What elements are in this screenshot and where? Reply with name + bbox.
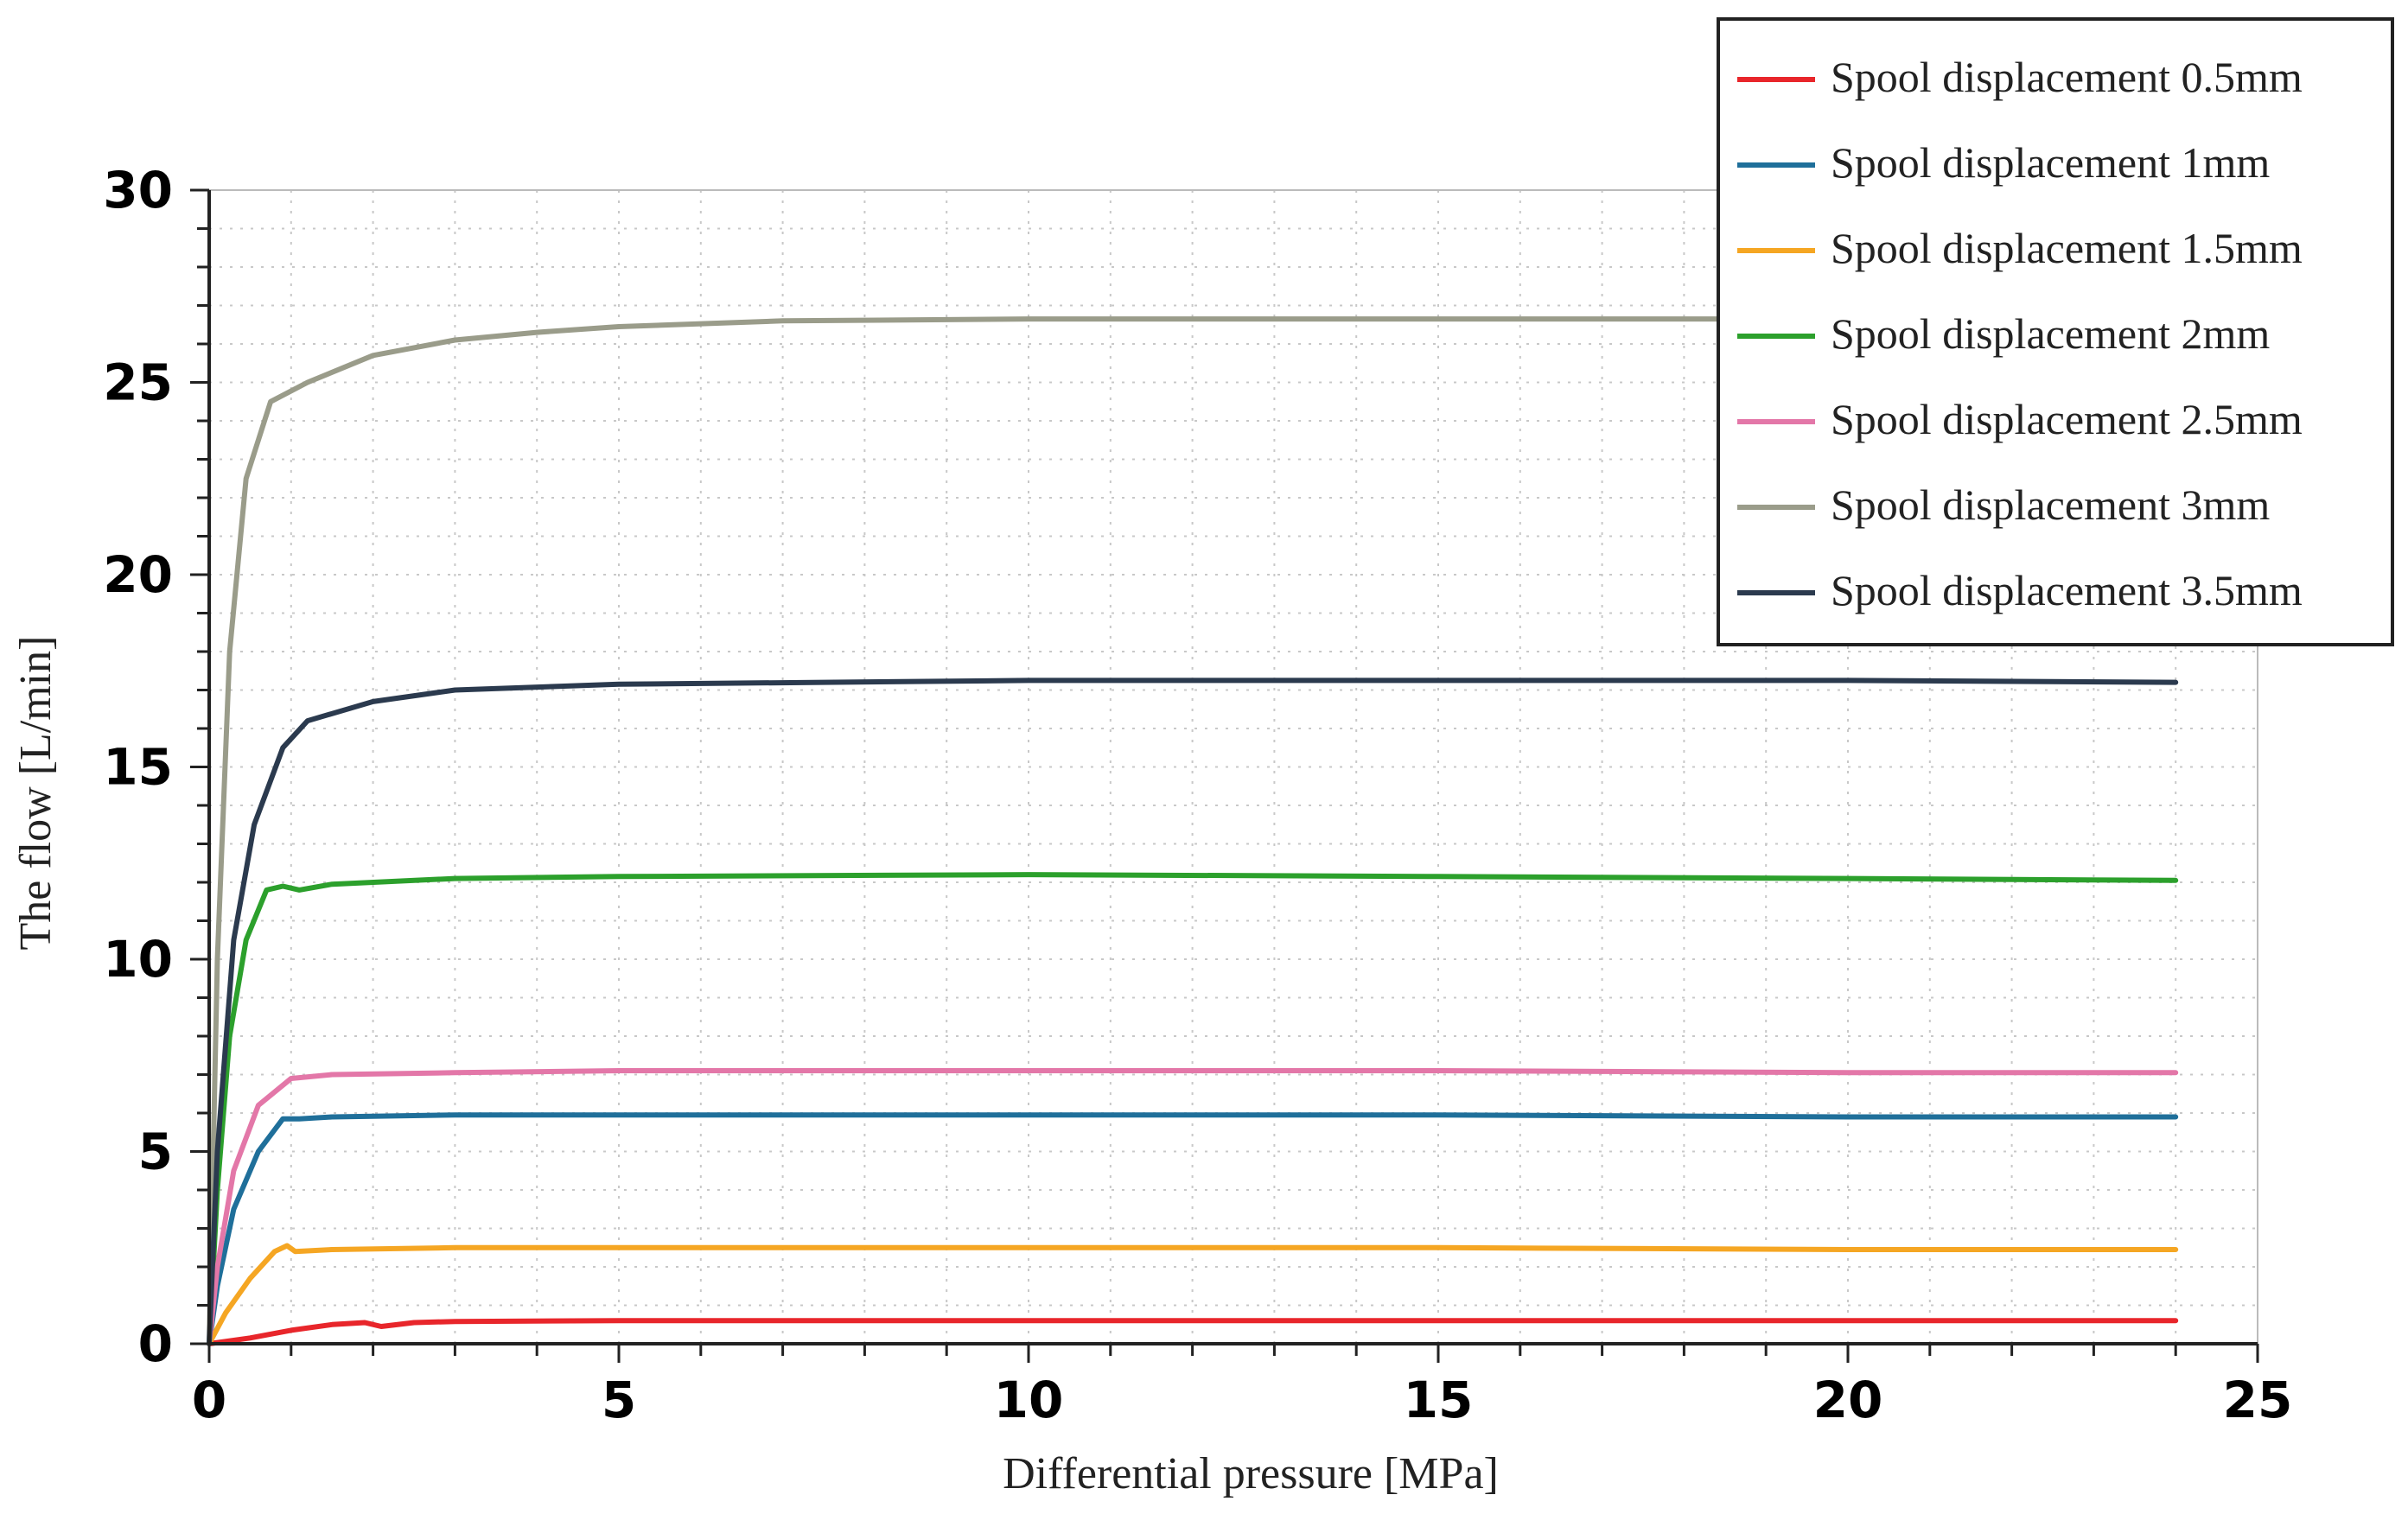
series-line-2 [207, 1112, 2179, 1346]
y-tick-label: 5 [138, 1123, 173, 1181]
x-tick-label: 0 [192, 1371, 226, 1429]
legend-label: Spool displacement 2.5mm [1831, 395, 2303, 443]
y-tick-label: 20 [103, 545, 173, 604]
x-tick-label: 10 [994, 1371, 1064, 1429]
y-tick-label: 30 [103, 161, 173, 219]
series-line-4 [207, 872, 2179, 1346]
legend-label: Spool displacement 2mm [1831, 309, 2270, 358]
series-layer [207, 316, 2179, 1346]
y-axis-label: The flow [L/min] [11, 636, 61, 951]
legend: Spool displacement 0.5mm Spool displaceme… [1717, 17, 2394, 646]
series-line-3 [207, 1243, 2179, 1346]
y-tick-label: 10 [103, 930, 173, 989]
legend-label: Spool displacement 1mm [1831, 138, 2270, 187]
series-line-6 [207, 316, 2179, 1346]
y-tick-label: 15 [103, 738, 173, 797]
x-tick-label: 25 [2223, 1371, 2293, 1429]
legend-label: Spool displacement 1.5mm [1831, 224, 2303, 272]
legend-label: Spool displacement 3.5mm [1831, 566, 2303, 614]
legend-label: Spool displacement 0.5mm [1831, 53, 2303, 101]
series-line-5 [207, 1068, 2179, 1346]
legend-label: Spool displacement 3mm [1831, 480, 2270, 529]
y-tick-label: 25 [103, 353, 173, 412]
legend-box [1717, 17, 2394, 646]
x-tick-label: 20 [1813, 1371, 1883, 1429]
x-tick-label: 15 [1404, 1371, 1474, 1429]
ticks: 0 5 10 15 20 25 0 5 10 15 20 25 30 [103, 161, 2292, 1429]
x-tick-label: 5 [602, 1371, 636, 1429]
series-line-1 [207, 1318, 2179, 1346]
x-axis-label: Differential pressure [MPa] [1003, 1449, 1499, 1498]
y-tick-label: 0 [138, 1314, 173, 1373]
series-line-7 [207, 677, 2179, 1346]
